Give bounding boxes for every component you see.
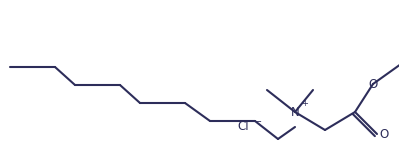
Text: N: N (290, 106, 299, 119)
Text: +: + (302, 99, 308, 109)
Text: −: − (254, 117, 262, 127)
Text: O: O (368, 78, 377, 90)
Text: Cl: Cl (237, 121, 249, 133)
Text: O: O (379, 127, 389, 140)
